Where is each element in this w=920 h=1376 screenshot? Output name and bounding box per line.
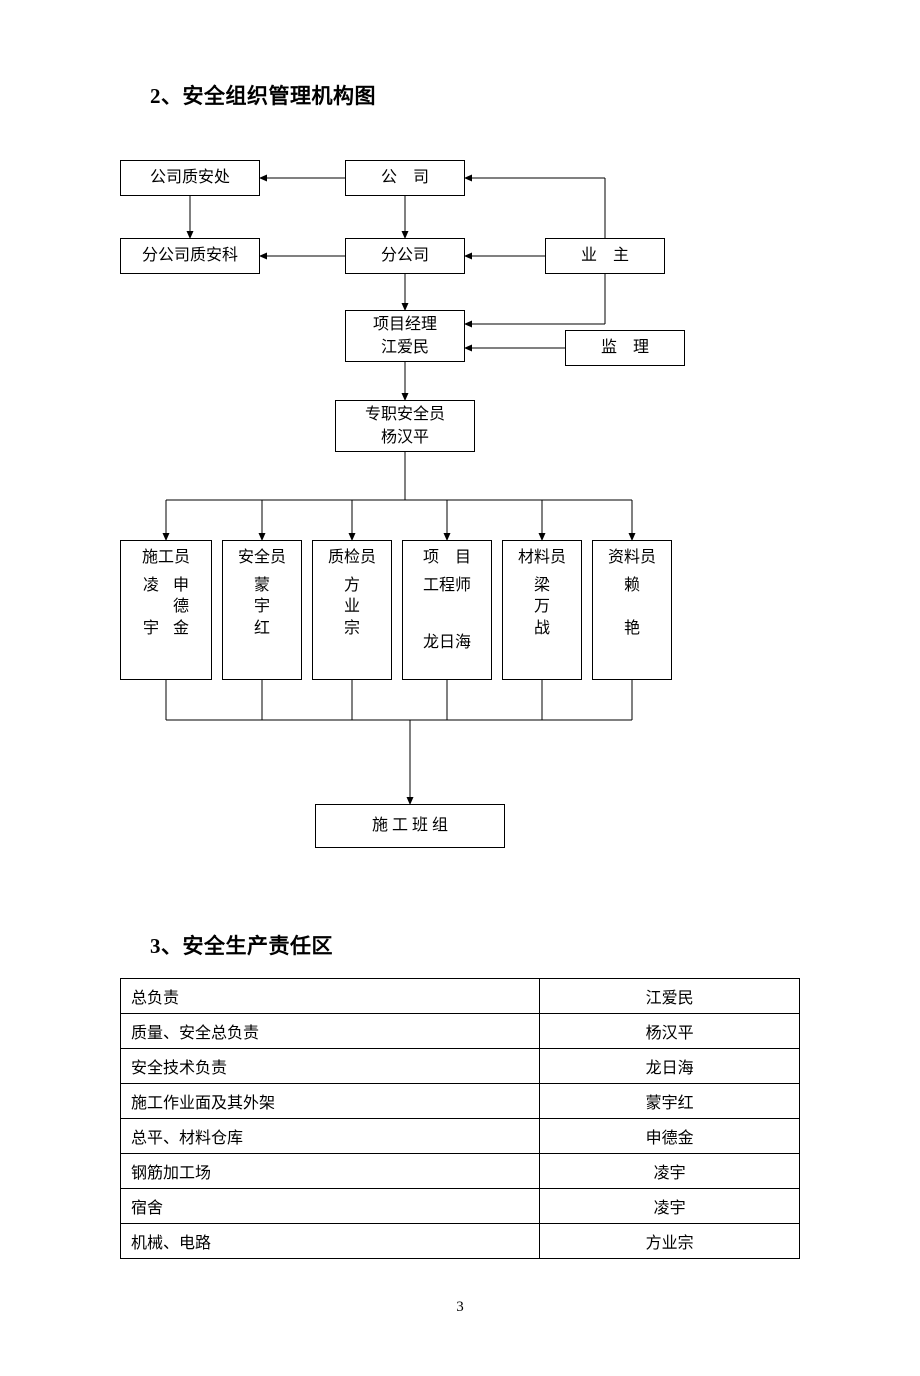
role-1: 安全员蒙宇红 [222,540,302,680]
node-safety_officer: 专职安全员杨汉平 [335,400,475,452]
table-row: 机械、电路方业宗 [121,1224,800,1259]
table-row: 宿舍凌宇 [121,1189,800,1224]
person-cell: 凌宇 [540,1189,800,1224]
table-row: 钢筋加工场凌宇 [121,1154,800,1189]
node-company: 公 司 [345,160,465,196]
area-cell: 施工作业面及其外架 [121,1084,540,1119]
person-cell: 杨汉平 [540,1014,800,1049]
person-cell: 方业宗 [540,1224,800,1259]
area-cell: 钢筋加工场 [121,1154,540,1189]
section-heading-3: 3、安全生产责任区 [150,930,800,960]
area-cell: 宿舍 [121,1189,540,1224]
person-cell: 龙日海 [540,1049,800,1084]
person-cell: 凌宇 [540,1154,800,1189]
role-2: 质检员方业宗 [312,540,392,680]
table-row: 施工作业面及其外架蒙宇红 [121,1084,800,1119]
person-cell: 申德金 [540,1119,800,1154]
role-4: 材料员梁万战 [502,540,582,680]
node-supervisor: 监 理 [565,330,685,366]
node-owner: 业 主 [545,238,665,274]
role-5: 资料员赖 艳 [592,540,672,680]
org-flowchart: 公司质安处 公 司分公司质安科 分公司 业 主项目经理江爱民 监 理专职安全员杨汉平施 … [120,160,800,880]
person-cell: 蒙宇红 [540,1084,800,1119]
table-row: 安全技术负责龙日海 [121,1049,800,1084]
table-row: 质量、安全总负责杨汉平 [121,1014,800,1049]
node-q_dept: 公司质安处 [120,160,260,196]
responsibility-table: 总负责江爱民质量、安全总负责杨汉平安全技术负责龙日海施工作业面及其外架蒙宇红总平… [120,978,800,1259]
table-row: 总平、材料仓库申德金 [121,1119,800,1154]
role-0: 施工员凌 宇申德金 [120,540,212,680]
node-pm: 项目经理江爱民 [345,310,465,362]
table-row: 总负责江爱民 [121,979,800,1014]
node-sub_company: 分公司 [345,238,465,274]
section-heading-2: 2、安全组织管理机构图 [150,80,800,110]
role-3: 项 目工程师龙日海 [402,540,492,680]
area-cell: 机械、电路 [121,1224,540,1259]
node-team: 施 工 班 组 [315,804,505,848]
area-cell: 安全技术负责 [121,1049,540,1084]
person-cell: 江爱民 [540,979,800,1014]
area-cell: 总负责 [121,979,540,1014]
area-cell: 质量、安全总负责 [121,1014,540,1049]
node-sub_q_dept: 分公司质安科 [120,238,260,274]
area-cell: 总平、材料仓库 [121,1119,540,1154]
